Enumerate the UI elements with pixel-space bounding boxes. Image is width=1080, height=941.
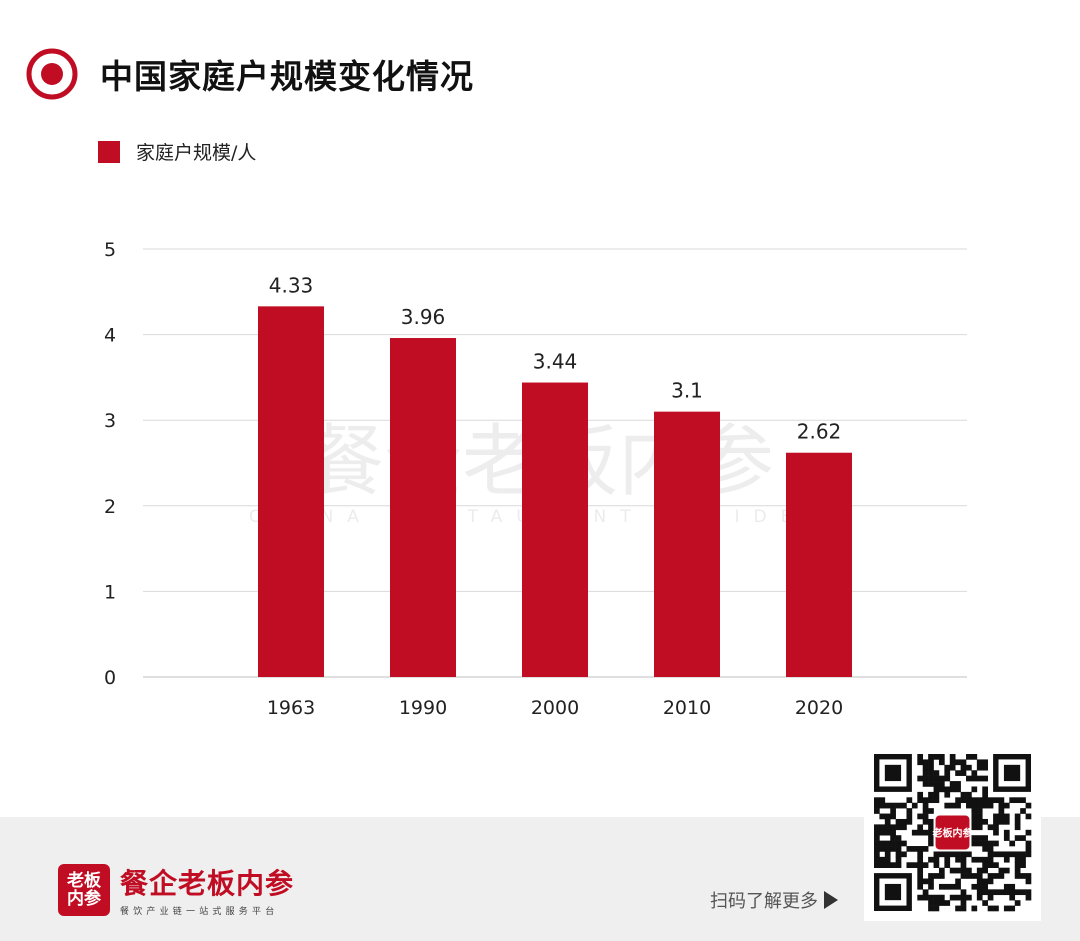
legend-swatch — [98, 140, 120, 163]
bar — [522, 382, 588, 677]
data-label: 4.33 — [269, 273, 314, 297]
bar-chart: 餐企老板内参 CHINA RESTAURANT INSIDER 0123454.… — [104, 239, 967, 719]
title-row: 中国家庭户规模变化情况 — [26, 46, 474, 102]
data-label: 3.96 — [401, 305, 446, 329]
page-title: 中国家庭户规模变化情况 — [100, 57, 474, 96]
bars-layer — [258, 306, 852, 677]
x-tick-label: 1990 — [399, 697, 447, 719]
bar — [258, 306, 324, 677]
labels-layer: 0 1 2 3 4 5 4.33 1963 3.96 1990 3.44 2000 3.1 2010 2.6… — [104, 239, 843, 719]
y-tick-label: 3 — [104, 410, 116, 432]
x-tick-label: 1963 — [267, 697, 315, 719]
scan-prompt: 扫码了解更多 — [710, 887, 838, 913]
brand-slogan: 餐饮产业链一站式服务平台 — [120, 907, 279, 917]
y-tick-label: 1 — [104, 581, 116, 603]
qr-code[interactable]: 老板内参 — [864, 744, 1041, 921]
target-icon — [26, 48, 78, 100]
brand-badge: 老板 内参 — [58, 863, 110, 916]
y-tick-label: 2 — [104, 496, 116, 518]
y-tick-label: 4 — [104, 325, 116, 347]
chart-legend: 家庭户规模/人 — [98, 138, 256, 165]
data-label: 3.44 — [533, 350, 578, 374]
scan-text: 扫码了解更多 — [710, 891, 818, 912]
brand-badge-line1: 老板 — [67, 870, 101, 891]
qr-code-icon: 老板内参 — [874, 754, 1032, 912]
x-tick-label: 2010 — [663, 697, 711, 719]
brand-text: 餐企老板内参 餐饮产业链一站式服务平台 — [120, 862, 294, 917]
bar — [654, 411, 720, 677]
brand-logo: 老板 内参 餐企老板内参 餐饮产业链一站式服务平台 — [58, 862, 294, 917]
brand-name: 餐企老板内参 — [120, 867, 295, 900]
legend-label: 家庭户规模/人 — [136, 142, 257, 164]
data-label: 2.62 — [797, 420, 842, 444]
arrow-right-icon — [824, 891, 838, 909]
x-tick-label: 2020 — [795, 697, 843, 719]
data-label: 3.1 — [671, 379, 703, 403]
brand-badge-line2: 内参 — [67, 888, 101, 909]
y-tick-label: 0 — [104, 667, 116, 689]
x-tick-label: 2000 — [531, 697, 579, 719]
y-tick-label: 5 — [104, 239, 116, 261]
bar — [390, 338, 456, 677]
qr-badge-text: 老板内参 — [932, 827, 973, 840]
bar — [786, 452, 852, 677]
